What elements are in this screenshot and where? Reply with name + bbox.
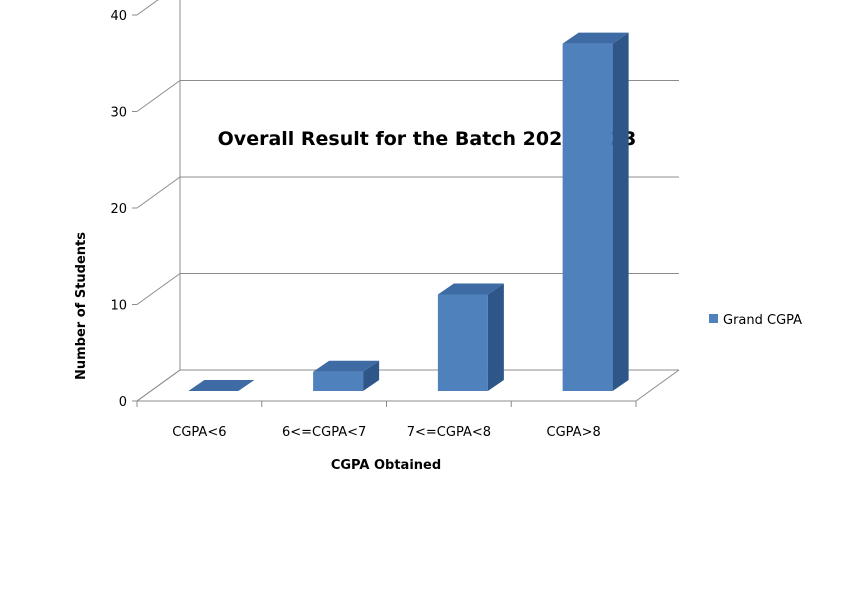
y-tick-label: 40 [110,9,127,24]
y-tick-label: 20 [110,202,127,217]
legend-label: Grand CGPA [723,313,802,328]
bar-top [313,360,380,372]
gridline-side-40 [136,0,159,16]
bar-3 [562,32,629,391]
y-tick-label: 10 [110,299,127,314]
bar-top [437,283,504,295]
x-axis-ticks: CGPA<6 6<=CGPA<7 7<=CGPA<8 CGPA>8 [136,401,637,440]
bar-side [612,32,629,391]
x-tick-label: CGPA>8 [547,425,601,440]
x-tick-label: 6<=CGPA<7 [282,425,366,440]
floor-right-edge [635,369,680,402]
bar-1 [313,360,380,391]
bar-front [562,43,613,391]
gridline-side-0 [136,369,181,402]
y-tick-label: 0 [119,395,127,410]
bar-side [487,283,504,391]
y-axis-ticks: 0 10 20 30 40 [110,9,137,410]
legend-swatch [709,314,718,323]
x-axis-title: CGPA Obtained [331,458,441,473]
bars [188,32,629,391]
bar-0 [188,380,255,391]
gridline-side-10 [136,273,181,305]
bar-front [313,371,364,391]
bar-2 [437,283,504,391]
x-tick-label: CGPA<6 [172,425,226,440]
bar-top [188,380,255,391]
y-tick-label: 30 [110,106,127,121]
gridline-side-30 [136,80,181,112]
legend: Grand CGPA [709,313,802,328]
bar-front [437,294,488,391]
bar-side [363,360,380,391]
gridline-side-20 [136,176,181,209]
y-axis-title: Number of Students [74,232,89,380]
chart-title: Overall Result for the Batch 2020-2023 [218,128,637,150]
bar-top [562,32,629,44]
x-tick-label: 7<=CGPA<8 [407,425,491,440]
